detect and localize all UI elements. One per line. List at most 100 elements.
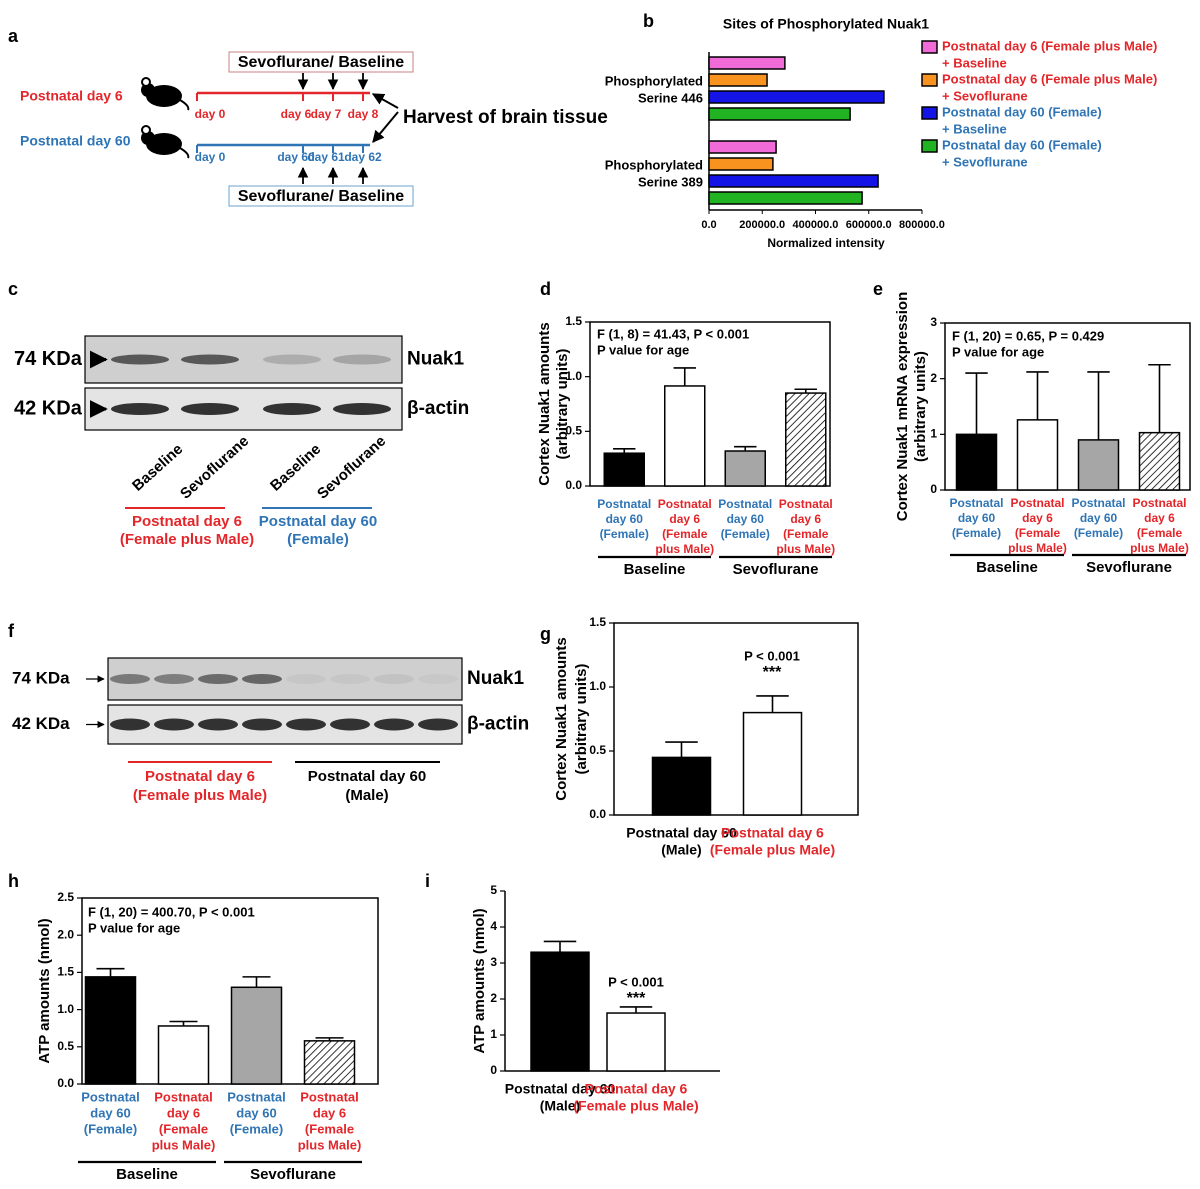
panel-label: h [8,871,19,891]
bar [157,1025,210,1085]
plot-frame [589,321,831,487]
annotation: F (1, 20) = 400.70, P < 0.001 [88,904,255,919]
x-tick-label: (Male) [661,842,701,858]
bar [724,450,766,487]
panel-label: f [8,621,15,641]
y-axis-label: (arbitrary units) [573,664,590,775]
x-tick-label: plus Male) [1008,541,1067,555]
bar [651,756,712,816]
band-label: Nuak1 [467,668,524,689]
group-label: Sevoflurane [733,561,819,578]
bar [708,90,885,104]
day-label: day 8 [348,107,379,121]
y-tick-label: 2.5 [57,890,74,904]
annotation: F (1, 20) = 0.65, P = 0.429 [952,328,1104,343]
x-tick-label: Postnatal day 60 [626,825,737,841]
group-label: (Male) [345,787,388,804]
blot-band [263,403,321,415]
x-tick-label: (Female [662,527,708,541]
plot-frame [613,622,859,816]
bar [1016,419,1059,491]
x-tick-label: plus Male) [152,1137,216,1152]
x-tick-label: day 60 [606,512,644,526]
x-tick-label: (Female) [230,1121,283,1136]
legend-swatch [921,40,938,54]
legend-label: + Sevoflurane [942,88,1028,103]
x-tick-label: day 6 [1022,511,1053,525]
bar [664,385,706,487]
panel-label: i [425,871,430,891]
bar [708,157,774,171]
marker-label: 42 KDa [14,397,83,419]
y-tick-label: 1.5 [57,965,74,979]
x-tick-label: (Female plus Male) [710,842,835,858]
group-label: Postnatal day 6 [145,768,255,785]
x-tick-label: Postnatal [779,497,833,511]
y-axis-label: ATP amounts (nmol) [471,908,488,1053]
bar [955,433,998,491]
y-tick-label: 1.0 [57,1002,74,1016]
y-axis-label: (arbitrary units) [912,351,929,462]
x-tick-label: Postnatal [1132,496,1186,510]
y-tick-label: 0 [490,1063,497,1077]
bar [708,174,879,188]
lane-label: Baseline [267,441,324,495]
blot-band [374,718,414,731]
y-tick-label: 2.0 [57,927,74,941]
y-tick-label: 1 [930,427,937,441]
y-axis-label: (arbitrary units) [554,349,571,460]
x-tick-label: Postnatal [300,1089,359,1104]
blot-band [154,674,194,684]
x-tick-label: Postnatal [949,496,1003,510]
arrow [371,93,399,109]
blot-band [286,674,326,684]
bar [606,1012,666,1072]
x-tick-label: Postnatal [1010,496,1064,510]
blot-band [198,674,238,684]
y-tick-label: 0 [930,482,937,496]
x-axis-label: Normalized intensity [767,236,885,250]
legend-swatch [921,73,938,87]
bar [1077,439,1120,491]
y-axis-label: ATP amounts (nmol) [36,918,53,1063]
lane-label: Sevoflurane [314,433,389,503]
row-name: Postnatal day 60 [20,133,131,149]
blot-band [181,403,239,415]
blot-band [111,403,169,415]
x-tick-label: (Male) [540,1098,580,1114]
y-tick-label: 1.5 [589,615,606,629]
group-label: Postnatal day 60 [308,768,426,785]
blot-band [418,718,458,731]
x-tick-label: plus Male) [655,542,714,556]
y-tick-label: 1 [490,1027,497,1041]
blot-band [181,354,239,365]
y-tick-label: Serine 446 [638,90,703,105]
mouse-icon [141,125,190,159]
band-label: β-actin [467,714,529,735]
x-tick-label: day 60 [90,1105,130,1120]
day-label: day 6 [281,107,312,121]
x-tick-label: Postnatal day 6 [721,825,824,841]
lane-label: Sevoflurane [177,433,252,503]
blot-band [242,674,282,684]
x-tick-label: Postnatal [227,1089,286,1104]
x-tick-label: day 6 [790,512,821,526]
panel-label: a [8,26,19,46]
x-tick-label: Postnatal [154,1089,213,1104]
y-tick-label: 1.0 [589,679,606,693]
arrow [372,111,399,143]
group-label: Postnatal day 6 [132,513,242,530]
blot-band [110,674,150,684]
x-tick-label: (Female [1137,526,1183,540]
x-tick-label: 200000.0 [739,219,785,231]
y-tick-label: Serine 389 [638,174,703,189]
day-label: day 7 [311,107,342,121]
x-tick-label: Postnatal [718,497,772,511]
x-tick-label: Postnatal [1071,496,1125,510]
y-axis-label: Cortex Nuak1 mRNA expression [894,292,911,522]
day-label: day 62 [344,150,382,164]
bar [1138,431,1181,491]
x-tick-label: (Female) [84,1121,137,1136]
